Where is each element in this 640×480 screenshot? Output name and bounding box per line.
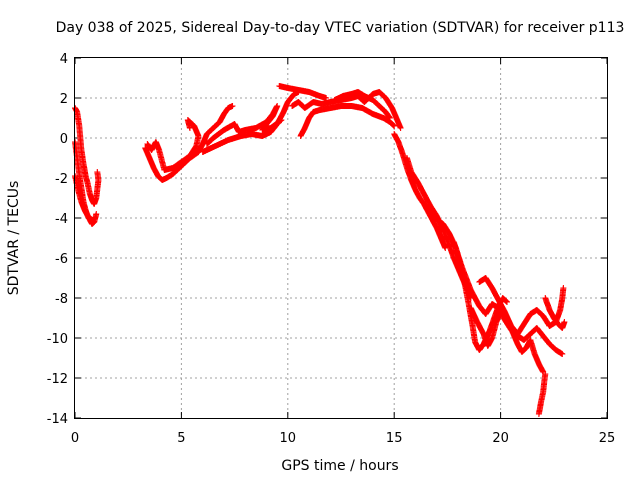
y-tick-label: -6 xyxy=(55,252,68,267)
x-tick-label: 15 xyxy=(386,431,403,446)
data-point-marker xyxy=(560,285,567,291)
y-tick-label: -4 xyxy=(55,212,68,227)
data-point-marker xyxy=(88,216,95,223)
data-point-marker xyxy=(561,319,568,325)
x-tick-label: 10 xyxy=(280,431,297,446)
x-tick-label: 0 xyxy=(71,431,79,446)
y-tick-label: -10 xyxy=(47,332,68,347)
y-tick-label: 4 xyxy=(60,52,68,67)
data-point-marker xyxy=(390,122,397,129)
data-points xyxy=(72,83,568,417)
y-tick-label: -12 xyxy=(47,372,68,387)
chart-title: Day 038 of 2025, Sidereal Day-to-day VTE… xyxy=(56,20,625,36)
data-point-marker xyxy=(93,211,100,217)
x-tick-label: 5 xyxy=(177,431,185,446)
data-point-marker xyxy=(397,125,404,131)
data-point-marker xyxy=(94,169,101,175)
y-tick-label: -14 xyxy=(47,412,68,427)
y-tick-label: 0 xyxy=(60,132,68,147)
data-point-marker xyxy=(229,103,236,109)
data-point-marker xyxy=(386,115,393,121)
x-tick-label: 20 xyxy=(492,431,509,446)
data-point-marker xyxy=(504,299,510,305)
x-axis-label: GPS time / hours xyxy=(281,458,398,474)
y-tick-label: 2 xyxy=(60,92,68,107)
data-point-marker xyxy=(542,371,549,377)
data-point-marker xyxy=(503,298,510,305)
plot-frame xyxy=(74,57,608,419)
x-tick-label: 25 xyxy=(599,431,616,446)
grid-lines xyxy=(75,58,607,418)
data-point-marker xyxy=(559,351,566,357)
data-point-marker xyxy=(186,125,193,131)
y-tick-label: -2 xyxy=(55,172,68,187)
y-axis-label: SDTVAR / TECUs xyxy=(6,181,22,296)
x-axis-ticks: 0 5 10 15 20 25 xyxy=(71,58,615,446)
y-axis-ticks: -14 -12 -10 -8 -6 -4 -2 0 2 4 xyxy=(47,52,607,427)
data-point-marker xyxy=(89,217,95,223)
y-tick-label: -8 xyxy=(55,292,68,307)
data-point-marker xyxy=(391,123,398,129)
